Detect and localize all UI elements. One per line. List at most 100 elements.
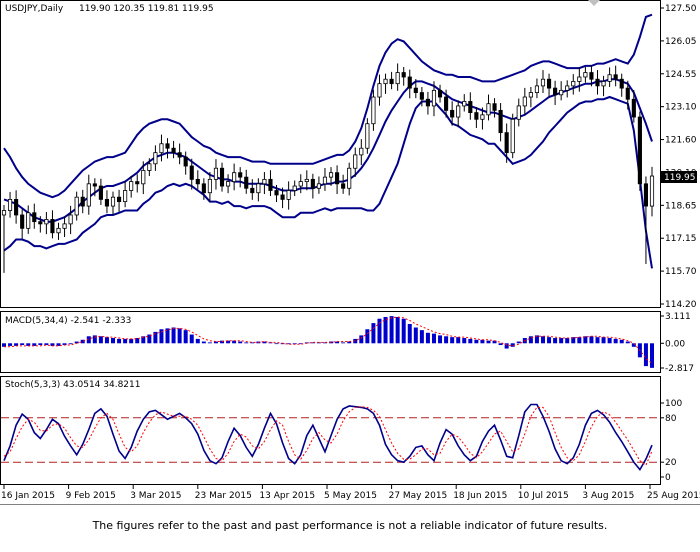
- macd-bar: [425, 332, 430, 344]
- candle-body: [456, 105, 461, 118]
- macd-bar: [129, 338, 134, 344]
- macd-bar: [474, 339, 479, 344]
- macd-bar: [74, 341, 79, 344]
- candle-body: [450, 109, 455, 118]
- candle: [365, 118, 370, 154]
- candle-body: [153, 152, 158, 165]
- macd-bar: [444, 336, 449, 344]
- candle: [498, 103, 503, 142]
- candle-body: [310, 178, 315, 189]
- chart-area: 127.50126.05124.55123.10121.60120.10118.…: [0, 0, 700, 505]
- candle: [359, 139, 364, 166]
- candle-body: [98, 185, 103, 200]
- bollinger-middle-band: [3, 78, 653, 223]
- candle: [189, 158, 194, 190]
- macd-bar: [165, 328, 170, 344]
- candle: [528, 87, 533, 108]
- macd-bar: [438, 335, 443, 344]
- macd-bar: [553, 338, 558, 344]
- macd-bar: [322, 342, 327, 344]
- macd-bar: [195, 338, 200, 344]
- candle: [450, 101, 455, 126]
- candle-body: [649, 175, 655, 207]
- candle-body: [480, 114, 485, 120]
- candle-body: [268, 178, 273, 191]
- candle-body: [123, 190, 128, 203]
- macd-bar: [335, 341, 340, 344]
- stoch-signal-line: [3, 406, 653, 466]
- candle-body: [383, 78, 388, 85]
- candle-body: [486, 103, 491, 116]
- macd-bar: [413, 327, 418, 344]
- macd-bar: [44, 343, 49, 346]
- candle: [7, 192, 13, 218]
- candle: [110, 191, 116, 215]
- date-tick-label: 3 Aug 2015: [582, 491, 634, 501]
- macd-bar: [407, 323, 412, 344]
- candle-body: [625, 87, 630, 100]
- macd-bar: [232, 340, 237, 344]
- macd-bar: [625, 341, 630, 344]
- candle: [219, 162, 225, 192]
- candle: [347, 162, 352, 196]
- main-panel: [0, 0, 661, 308]
- stoch-header: Stoch(5,3,3) 43.0514 34.8211: [5, 380, 140, 390]
- candle-body: [407, 76, 412, 89]
- candle-body: [553, 87, 558, 96]
- candle-body: [20, 214, 25, 229]
- price-tick-label: 126.05: [665, 37, 697, 47]
- candle: [322, 168, 328, 191]
- candle: [80, 189, 85, 214]
- candle: [286, 181, 291, 210]
- candle-body: [26, 212, 31, 229]
- candle-body: [377, 83, 382, 98]
- candle-body: [92, 183, 97, 187]
- macd-bar: [244, 342, 249, 344]
- candle: [328, 167, 334, 186]
- stoch-main-line: [3, 403, 653, 471]
- candle: [522, 87, 527, 115]
- macd-bar: [613, 338, 618, 344]
- candle-body: [195, 178, 200, 185]
- candle-body: [631, 98, 636, 118]
- candle-body: [462, 101, 467, 107]
- symbol-header: USDJPY,Daily: [5, 4, 64, 14]
- candle: [147, 158, 152, 177]
- candle: [280, 187, 285, 209]
- date-tick-label: 9 Feb 2015: [66, 491, 116, 501]
- macd-bar: [213, 341, 218, 344]
- candle: [540, 70, 546, 94]
- candle: [377, 74, 382, 106]
- candle: [250, 179, 255, 200]
- candle-body: [322, 176, 328, 185]
- candle-body: [571, 81, 576, 87]
- candle: [177, 143, 182, 165]
- candle-body: [292, 185, 297, 191]
- macd-bar: [504, 343, 509, 349]
- candle: [238, 167, 243, 188]
- candle: [310, 173, 315, 199]
- candle: [516, 98, 521, 127]
- candle: [480, 107, 485, 130]
- candle-body: [232, 172, 237, 182]
- footer: The figures refer to the past and past p…: [0, 505, 700, 552]
- macd-bar: [14, 343, 19, 346]
- candle-body: [56, 227, 61, 234]
- candle-body: [226, 181, 231, 187]
- candle: [571, 74, 576, 95]
- macd-bar: [238, 341, 243, 344]
- bollinger-bands: [3, 13, 653, 269]
- macd-bar: [486, 340, 491, 344]
- macd-bar: [595, 337, 600, 344]
- price-tick-label: 121.60: [665, 136, 697, 146]
- last-price-label: 119.95: [664, 173, 696, 183]
- candle: [195, 170, 200, 190]
- macd-bar: [341, 342, 346, 344]
- candle: [304, 170, 309, 191]
- candle-body: [256, 183, 261, 194]
- price-tick-label: 127.50: [665, 4, 697, 14]
- candle: [413, 78, 418, 99]
- candle: [201, 178, 206, 200]
- candle: [117, 189, 122, 212]
- candle: [559, 81, 564, 101]
